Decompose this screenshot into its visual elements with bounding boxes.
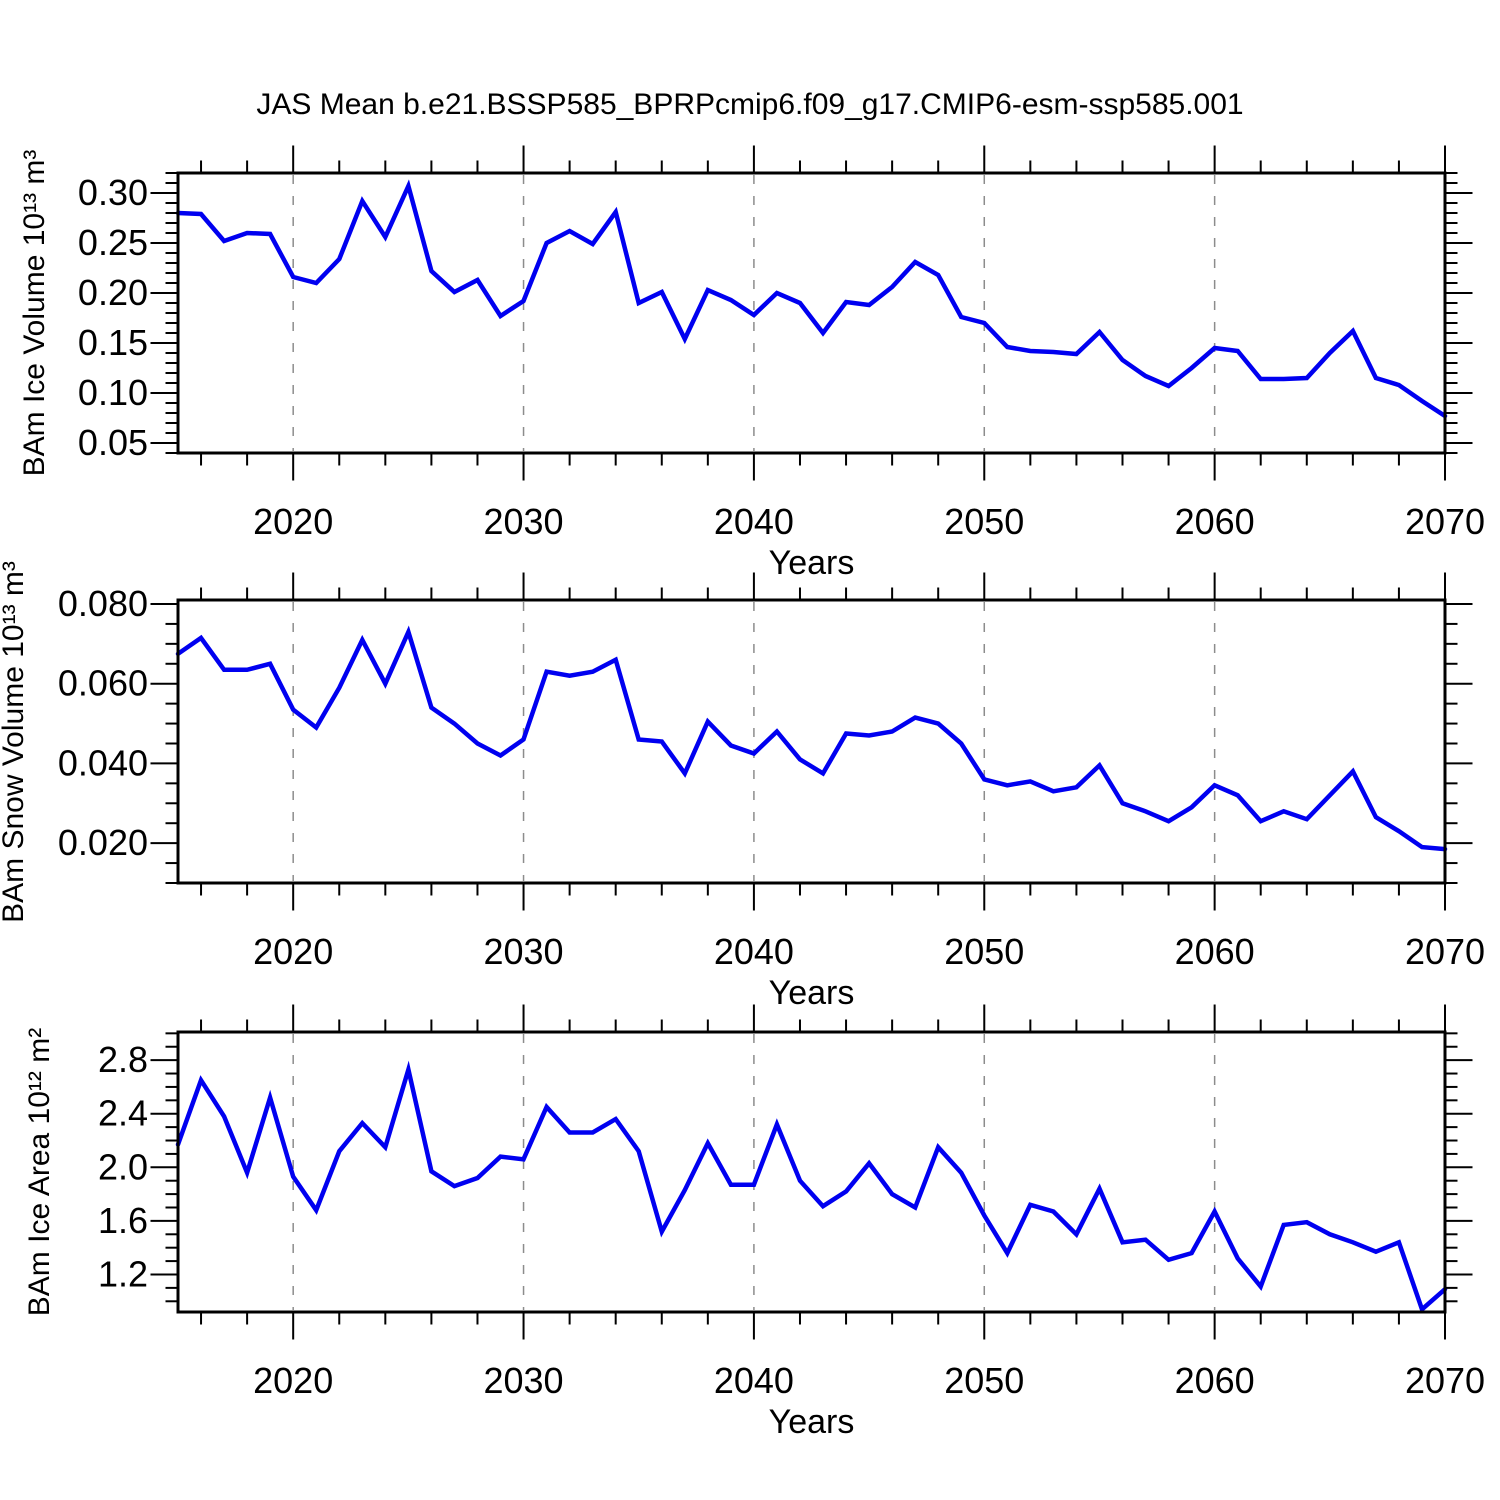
x-tick-label: 2020 (253, 931, 333, 972)
y-tick-label: 1.6 (98, 1200, 148, 1241)
x-axis-title: Years (769, 544, 855, 582)
x-tick-label: 2030 (483, 1360, 563, 1401)
y-tick-label: 0.30 (78, 172, 148, 213)
x-tick-label: 2050 (944, 931, 1024, 972)
x-tick-label: 2060 (1175, 1360, 1255, 1401)
y-tick-label: 2.4 (98, 1093, 148, 1134)
x-tick-label: 2030 (483, 931, 563, 972)
series-line-ice-volume (175, 179, 1448, 419)
x-tick-label: 2070 (1405, 1360, 1485, 1401)
y-tick-label: 0.20 (78, 272, 148, 313)
y-tick-label: 0.25 (78, 222, 148, 263)
x-tick-label: 2030 (483, 501, 563, 542)
y-tick-label: 2.8 (98, 1039, 148, 1080)
x-tick-label: 2020 (253, 501, 333, 542)
x-tick-label: 2040 (714, 1360, 794, 1401)
x-tick-label: 2070 (1405, 501, 1485, 542)
x-axis-title: Years (769, 1403, 855, 1441)
x-tick-label: 2040 (714, 931, 794, 972)
panel-frame-ice-volume (176, 171, 1447, 455)
series-line-ice-area (175, 1060, 1448, 1314)
y-tick-label: 0.060 (58, 663, 148, 704)
series-line-snow-volume (175, 625, 1448, 852)
y-tick-label: 0.080 (58, 583, 148, 624)
x-tick-label: 2050 (944, 501, 1024, 542)
y-tick-label: 0.05 (78, 422, 148, 463)
x-tick-label: 2050 (944, 1360, 1024, 1401)
x-tick-label: 2070 (1405, 931, 1485, 972)
y-tick-label: 0.020 (58, 822, 148, 863)
panel-frame-ice-area (176, 1030, 1447, 1314)
x-tick-label: 2060 (1175, 501, 1255, 542)
y-tick-label: 2.0 (98, 1146, 148, 1187)
x-axis-title: Years (769, 974, 855, 1012)
x-tick-label: 2060 (1175, 931, 1255, 972)
y-tick-label: 0.10 (78, 372, 148, 413)
panel-frame-snow-volume (176, 598, 1447, 885)
y-tick-label: 0.040 (58, 742, 148, 783)
x-tick-label: 2040 (714, 501, 794, 542)
chart-title: JAS Mean b.e21.BSSP585_BPRPcmip6.f09_g17… (256, 88, 1244, 121)
y-tick-label: 0.15 (78, 322, 148, 363)
x-tick-label: 2020 (253, 1360, 333, 1401)
y-tick-label: 1.2 (98, 1253, 148, 1294)
